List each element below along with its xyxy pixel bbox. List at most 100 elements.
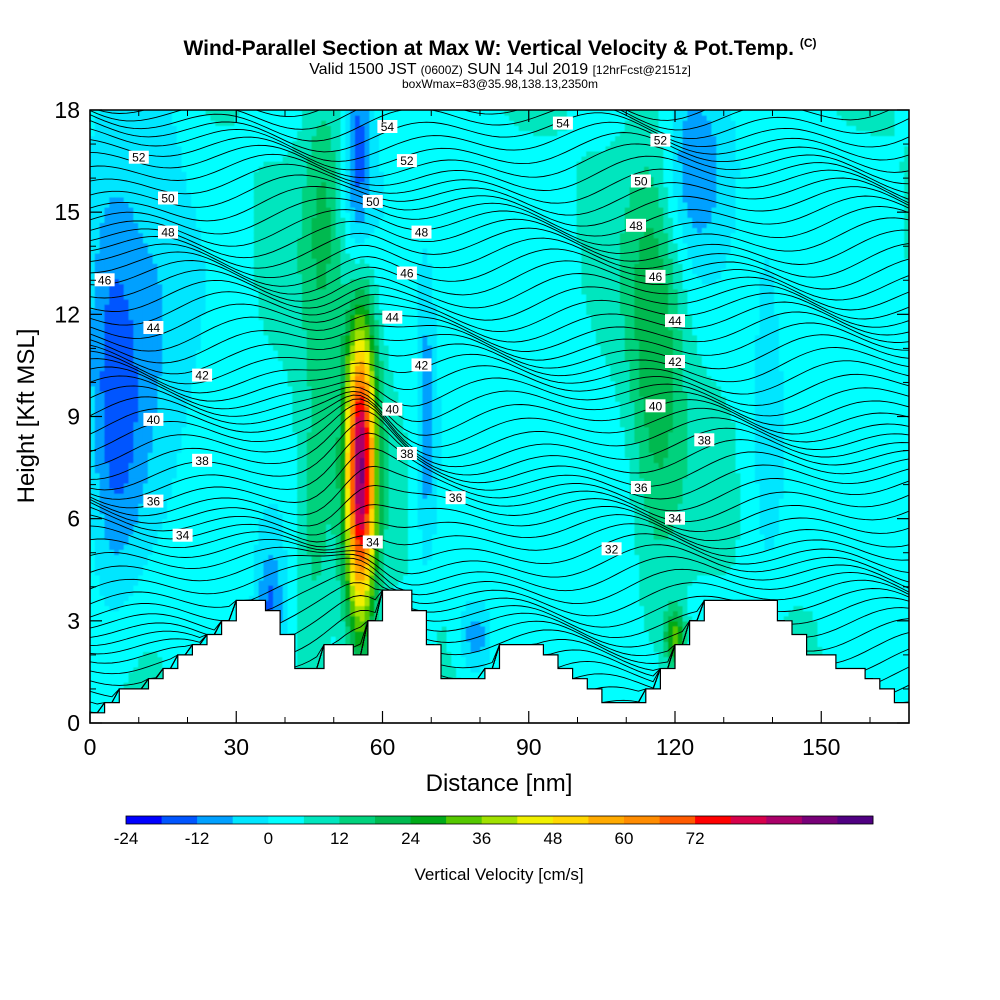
velocity-cell: [230, 417, 235, 423]
velocity-cell: [138, 611, 143, 617]
velocity-cell: [254, 371, 259, 377]
velocity-cell: [143, 595, 148, 601]
velocity-cell: [167, 314, 172, 320]
velocity-cell: [244, 319, 249, 325]
velocity-cell: [109, 248, 114, 254]
velocity-cell: [138, 217, 143, 223]
velocity-cell: [249, 319, 254, 325]
velocity-cell: [114, 217, 119, 223]
velocity-cell: [100, 304, 105, 310]
velocity-cell: [273, 345, 278, 351]
velocity-cell: [124, 641, 129, 647]
velocity-cell: [162, 299, 167, 305]
velocity-cell: [225, 207, 230, 213]
velocity-cell: [196, 284, 201, 290]
velocity-cell: [210, 176, 215, 182]
velocity-cell: [244, 544, 249, 550]
velocity-cell: [263, 212, 268, 218]
velocity-cell: [100, 422, 105, 428]
velocity-cell: [263, 151, 268, 157]
velocity-cell: [273, 590, 278, 596]
velocity-cell: [95, 539, 100, 545]
velocity-cell: [239, 590, 244, 596]
velocity-cell: [220, 294, 225, 300]
velocity-cell: [215, 335, 220, 341]
velocity-cell: [283, 452, 288, 458]
velocity-cell: [196, 549, 201, 555]
velocity-cell: [104, 529, 109, 535]
velocity-cell: [268, 411, 273, 417]
velocity-cell: [268, 539, 273, 545]
velocity-cell: [100, 677, 105, 683]
velocity-cell: [259, 442, 264, 448]
velocity-cell: [100, 554, 105, 560]
velocity-cell: [172, 176, 177, 182]
velocity-cell: [114, 621, 119, 627]
velocity-cell: [283, 396, 288, 402]
velocity-cell: [225, 401, 230, 407]
velocity-cell: [215, 227, 220, 233]
velocity-cell: [210, 212, 215, 218]
velocity-cell: [100, 325, 105, 331]
velocity-cell: [220, 437, 225, 443]
velocity-cell: [95, 432, 100, 438]
velocity-cell: [153, 233, 158, 239]
velocity-cell: [177, 452, 182, 458]
velocity-cell: [239, 432, 244, 438]
velocity-cell: [157, 621, 162, 627]
velocity-cell: [225, 192, 230, 198]
velocity-cell: [157, 626, 162, 632]
velocity-cell: [278, 345, 283, 351]
velocity-cell: [230, 166, 235, 172]
velocity-cell: [172, 248, 177, 254]
velocity-cell: [230, 243, 235, 249]
velocity-cell: [278, 452, 283, 458]
velocity-cell: [124, 667, 129, 673]
velocity-cell: [191, 130, 196, 136]
velocity-cell: [143, 207, 148, 213]
velocity-cell: [249, 473, 254, 479]
velocity-cell: [239, 549, 244, 555]
velocity-cell: [148, 238, 153, 244]
velocity-cell: [249, 386, 254, 392]
velocity-cell: [138, 340, 143, 346]
velocity-cell: [153, 529, 158, 535]
velocity-cell: [109, 391, 114, 397]
velocity-cell: [172, 580, 177, 586]
velocity-cell: [191, 319, 196, 325]
velocity-cell: [263, 570, 268, 576]
velocity-cell: [157, 641, 162, 647]
velocity-cell: [148, 391, 153, 397]
velocity-cell: [95, 299, 100, 305]
velocity-cell: [225, 600, 230, 606]
velocity-cell: [95, 233, 100, 239]
velocity-cell: [244, 136, 249, 142]
velocity-cell: [259, 565, 264, 571]
velocity-cell: [162, 519, 167, 525]
velocity-cell: [148, 340, 153, 346]
velocity-cell: [119, 176, 124, 182]
velocity-cell: [254, 554, 259, 560]
velocity-cell: [186, 606, 191, 612]
velocity-cell: [235, 233, 240, 239]
velocity-cell: [210, 468, 215, 474]
velocity-cell: [114, 585, 119, 591]
velocity-cell: [273, 253, 278, 259]
velocity-cell: [259, 176, 264, 182]
velocity-cell: [283, 386, 288, 392]
velocity-cell: [215, 381, 220, 387]
velocity-cell: [230, 182, 235, 188]
velocity-cell: [273, 560, 278, 566]
velocity-cell: [196, 182, 201, 188]
velocity-cell: [201, 595, 206, 601]
velocity-cell: [157, 340, 162, 346]
velocity-cell: [215, 355, 220, 361]
velocity-cell: [206, 600, 211, 606]
velocity-cell: [210, 340, 215, 346]
velocity-cell: [162, 350, 167, 356]
velocity-cell: [278, 279, 283, 285]
velocity-cell: [124, 631, 129, 637]
velocity-cell: [143, 590, 148, 596]
velocity-cell: [210, 442, 215, 448]
velocity-cell: [109, 192, 114, 198]
